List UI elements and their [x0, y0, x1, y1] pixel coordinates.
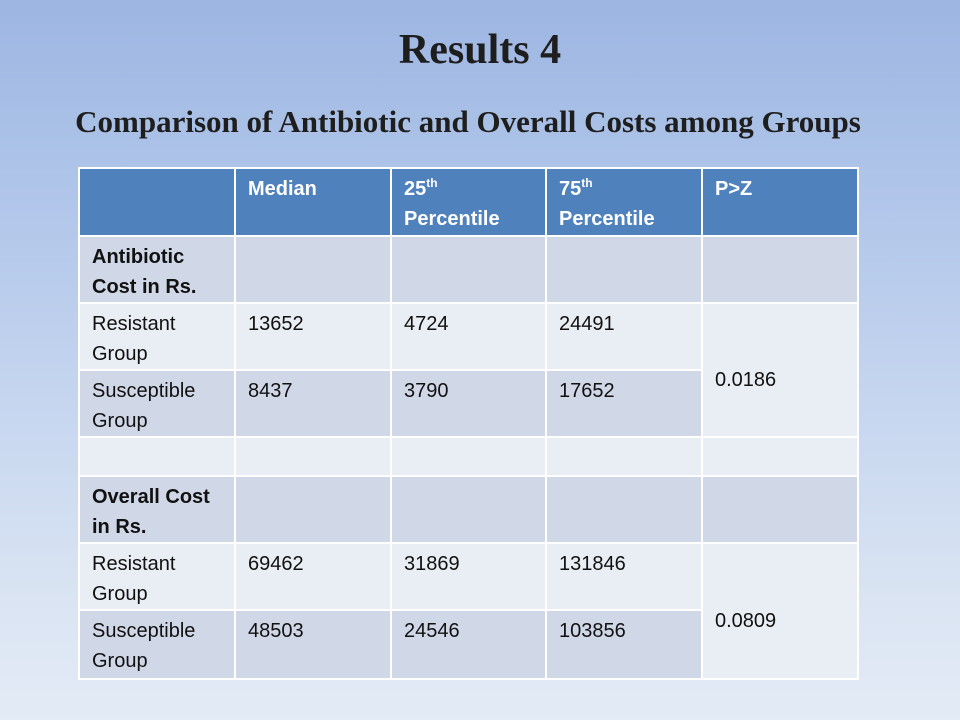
p25-value: 3790: [390, 369, 547, 438]
header-cell-median: Median: [234, 167, 392, 237]
group-label: Resistant Group: [78, 302, 236, 371]
header-median-label: Median: [248, 178, 317, 200]
p25-value: 31869: [390, 542, 547, 611]
empty-cell: [390, 436, 547, 477]
table-row: Susceptible Group 8437 3790 17652: [78, 369, 858, 438]
header-cell-75th-percentile: 75th Percentile: [545, 167, 703, 237]
section-heading-row: Overall Cost in Rs.: [78, 475, 859, 544]
cost-comparison-table: Median 25th Percentile 75th Percentile P>Z…: [78, 167, 859, 680]
median-value: 13652: [234, 302, 392, 371]
median-value: 8437: [234, 369, 392, 438]
empty-cell: [545, 436, 703, 477]
header-75th-number: 75: [559, 178, 582, 200]
header-cell-25th-percentile: 25th Percentile: [390, 167, 547, 237]
p-value-antibiotic-cost: 0.0186: [701, 302, 859, 438]
p25-value: 4724: [390, 302, 547, 371]
p75-value: 103856: [545, 609, 703, 680]
p75-value: 17652: [545, 369, 703, 438]
empty-cell: [234, 436, 392, 477]
table-row: Resistant Group 13652 4724 24491 0.0186: [78, 302, 859, 438]
header-25th-number: 25: [404, 178, 427, 200]
header-75th-label: Percentile: [559, 208, 655, 230]
empty-cell: [701, 235, 859, 304]
section-heading-antibiotic-cost: Antibiotic Cost in Rs.: [78, 235, 236, 304]
empty-cell: [545, 475, 703, 544]
header-cell-corner: [78, 167, 236, 237]
section-heading-row: Antibiotic Cost in Rs.: [78, 235, 859, 304]
spacer-row: [78, 436, 859, 477]
slide-subtitle: Comparison of Antibiotic and Overall Cos…: [75, 104, 861, 139]
median-value: 69462: [234, 542, 392, 611]
p-value-overall-cost: 0.0809: [701, 542, 859, 680]
header-pz-label: P>Z: [715, 178, 753, 200]
empty-cell: [390, 475, 547, 544]
empty-cell: [234, 235, 392, 304]
table-row: Resistant Group 69462 31869 131846 0.080…: [78, 542, 859, 680]
header-75th-ordinal: th: [581, 176, 593, 190]
header-25th-ordinal: th: [426, 176, 438, 190]
empty-cell: [701, 475, 859, 544]
slide-title: Results 4: [398, 27, 562, 73]
table-row: Susceptible Group 48503 24546 103856: [78, 609, 858, 680]
group-label: Susceptible Group: [78, 609, 236, 680]
empty-cell: [78, 436, 236, 477]
table-header-row: Median 25th Percentile 75th Percentile P>Z: [78, 167, 859, 237]
section-heading-overall-cost: Overall Cost in Rs.: [78, 475, 236, 544]
group-label: Resistant Group: [78, 542, 236, 611]
median-value: 48503: [234, 609, 392, 680]
empty-cell: [390, 235, 547, 304]
p75-value: 24491: [545, 302, 703, 371]
empty-cell: [234, 475, 392, 544]
p25-value: 24546: [390, 609, 547, 680]
p75-value: 131846: [545, 542, 703, 611]
group-label: Susceptible Group: [78, 369, 236, 438]
header-cell-p-value: P>Z: [701, 167, 859, 237]
header-25th-label: Percentile: [404, 208, 500, 230]
empty-cell: [701, 436, 859, 477]
empty-cell: [545, 235, 703, 304]
